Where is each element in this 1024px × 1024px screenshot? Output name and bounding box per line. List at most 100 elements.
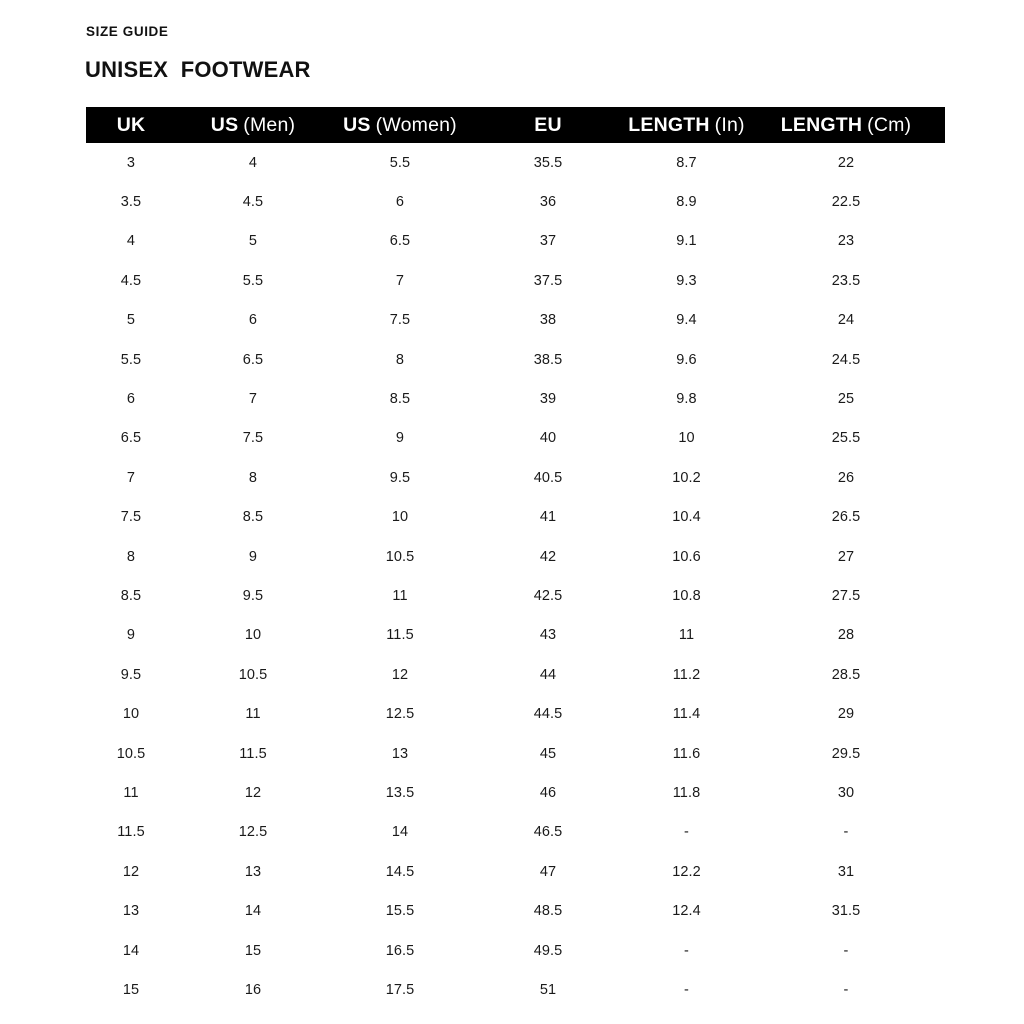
table-cell: 44.5 <box>533 706 563 723</box>
table-cell: 9.5 <box>389 469 411 486</box>
table-cell: - <box>684 981 689 998</box>
table-cell: 4.5 <box>242 194 264 211</box>
table-cell: 7.5 <box>389 312 411 329</box>
table-cell: 10 <box>678 430 695 447</box>
table-cell: 27.5 <box>831 587 861 604</box>
column-header-5: LENGTH (Cm) <box>747 114 945 136</box>
table-cell: 14 <box>244 903 262 920</box>
table-cell: 42 <box>539 548 557 565</box>
table-cell: 12 <box>244 784 262 801</box>
table-cell: 9.1 <box>676 233 697 250</box>
table-row: 5.5 6.5 8 38.5 9.6 24.5 <box>86 340 945 379</box>
table-cell: 35.5 <box>533 154 563 171</box>
table-cell: 11.4 <box>672 706 701 723</box>
table-cell: 10.2 <box>672 469 701 486</box>
table-cell: 46.5 <box>533 824 563 841</box>
column-header-2: US (Women) <box>330 114 470 136</box>
table-cell: 11.5 <box>117 824 145 841</box>
table-cell: 12.5 <box>385 706 415 723</box>
table-cell: 27 <box>837 548 855 565</box>
column-header-0: UK <box>86 114 176 136</box>
table-cell: 37 <box>539 233 557 250</box>
table-cell: 11 <box>678 627 695 644</box>
table-cell: 8.9 <box>676 194 697 211</box>
table-row: 10 11 12.5 44.5 11.4 29 <box>86 694 945 733</box>
table-cell: 11.5 <box>239 745 267 762</box>
table-row: 6 7 8.5 39 9.8 25 <box>86 379 945 418</box>
table-cell: 10.5 <box>116 745 146 762</box>
column-header-title: US <box>210 114 239 136</box>
column-header-title: UK <box>116 114 146 136</box>
table-cell: 6 <box>126 391 136 408</box>
table-cell: 16 <box>244 981 262 998</box>
table-row: 14 15 16.5 49.5 - - <box>86 931 945 970</box>
table-cell: 23 <box>837 233 855 250</box>
table-cell: 8 <box>248 469 258 486</box>
table-cell: 24.5 <box>831 351 861 368</box>
table-cell: 14.5 <box>385 863 415 880</box>
table-row: 7 8 9.5 40.5 10.2 26 <box>86 458 945 497</box>
table-cell: 43 <box>539 627 557 644</box>
table-cell: 22 <box>837 154 855 171</box>
table-cell: - <box>684 824 689 841</box>
table-row: 13 14 15.5 48.5 12.4 31.5 <box>86 891 945 930</box>
table-cell: 11.6 <box>672 745 701 762</box>
table-cell: 10.5 <box>238 666 268 683</box>
table-cell: 11 <box>392 587 408 604</box>
table-cell: 31.5 <box>831 903 861 920</box>
table-cell: 46 <box>539 784 557 801</box>
table-cell: 15 <box>244 942 262 959</box>
table-row: 3 4 5.5 35.5 8.7 22 <box>86 143 945 182</box>
table-cell: 16.5 <box>385 942 415 959</box>
table-cell: 6.5 <box>389 233 411 250</box>
table-cell: 10.5 <box>385 548 415 565</box>
table-row: 8.5 9.5 11 42.5 10.8 27.5 <box>86 576 945 615</box>
table-row: 8 9 10.5 42 10.6 27 <box>86 537 945 576</box>
table-cell: 25.5 <box>831 430 861 447</box>
table-cell: 9.5 <box>120 666 142 683</box>
table-cell: 11.8 <box>672 784 701 801</box>
table-cell: - <box>684 942 689 959</box>
table-cell: 5 <box>126 312 136 329</box>
column-header-title: US <box>343 114 371 136</box>
table-cell: 8.5 <box>242 509 264 526</box>
table-cell: 49.5 <box>533 942 563 959</box>
table-row: 6.5 7.5 9 40 10 25.5 <box>86 419 945 458</box>
table-cell: 12.5 <box>238 824 268 841</box>
table-cell: 8 <box>126 548 136 565</box>
table-cell: 28 <box>837 627 855 644</box>
table-cell: 5.5 <box>242 272 264 289</box>
table-cell: 24 <box>837 312 855 329</box>
table-cell: 12 <box>122 863 140 880</box>
table-cell: 40.5 <box>533 469 563 486</box>
table-cell: 4 <box>248 154 258 171</box>
table-cell: - <box>843 824 849 841</box>
column-header-title: LENGTH <box>628 114 710 136</box>
table-cell: 37.5 <box>533 272 563 289</box>
table-cell: 26.5 <box>831 509 861 526</box>
table-row: 10.5 11.5 13 45 11.6 29.5 <box>86 734 945 773</box>
table-cell: 10 <box>244 627 262 644</box>
table-cell: 29.5 <box>831 745 861 762</box>
table-cell: 4 <box>126 233 136 250</box>
table-cell: 7 <box>248 391 258 408</box>
table-cell: 5.5 <box>389 154 411 171</box>
table-cell: 9 <box>126 627 136 644</box>
table-cell: 14 <box>122 942 140 959</box>
table-cell: 5 <box>248 233 258 250</box>
table-cell: 7.5 <box>242 430 264 447</box>
column-header-title: EU <box>534 114 562 136</box>
table-cell: 51 <box>539 981 557 998</box>
table-cell: 28.5 <box>831 666 861 683</box>
table-row: 12 13 14.5 47 12.2 31 <box>86 852 945 891</box>
table-cell: 8 <box>395 351 405 368</box>
table-cell: 48.5 <box>533 903 563 920</box>
table-cell: 3 <box>126 154 136 171</box>
table-row: 5 6 7.5 38 9.4 24 <box>86 301 945 340</box>
table-cell: 26 <box>837 469 855 486</box>
table-cell: 6 <box>248 312 258 329</box>
column-header-qualifier: (Women) <box>375 114 457 136</box>
table-cell: 7 <box>395 272 405 289</box>
table-cell: 11 <box>123 784 139 801</box>
